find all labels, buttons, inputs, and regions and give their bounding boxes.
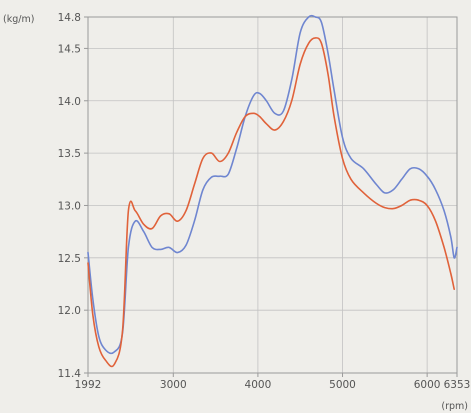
y-axis-label: (kg/m) bbox=[3, 14, 34, 25]
y-tick-label: 12.5 bbox=[58, 253, 81, 265]
plot-frame bbox=[87, 16, 458, 374]
y-tick-label: 11.4 bbox=[58, 368, 82, 380]
x-tick-label: 3000 bbox=[160, 379, 187, 391]
x-tick-label: 5000 bbox=[329, 379, 356, 391]
grid bbox=[87, 16, 458, 374]
series-line-blue bbox=[87, 14, 458, 355]
y-tick-label: 14.0 bbox=[58, 96, 81, 108]
tick-labels: 11.4 12.0 12.5 13.0 13.5 14.0 14.5 14.8 1992 3000… bbox=[58, 12, 471, 391]
axes bbox=[84, 16, 458, 377]
x-tick-label: 6000 bbox=[414, 379, 441, 391]
x-tick-label: 1992 bbox=[75, 379, 102, 391]
y-tick-label: 14.5 bbox=[58, 43, 81, 55]
series-lines bbox=[87, 14, 458, 368]
x-tick-label: 4000 bbox=[245, 379, 272, 391]
y-tick-label: 13.0 bbox=[58, 200, 81, 212]
y-tick-label: 14.8 bbox=[58, 12, 81, 24]
x-axis-label: (rpm) bbox=[441, 401, 468, 412]
x-tick-label: 6353 bbox=[444, 379, 471, 391]
y-tick-label: 13.5 bbox=[58, 148, 81, 160]
series-line-orange bbox=[87, 37, 455, 368]
y-tick-label: 12.0 bbox=[58, 305, 81, 317]
